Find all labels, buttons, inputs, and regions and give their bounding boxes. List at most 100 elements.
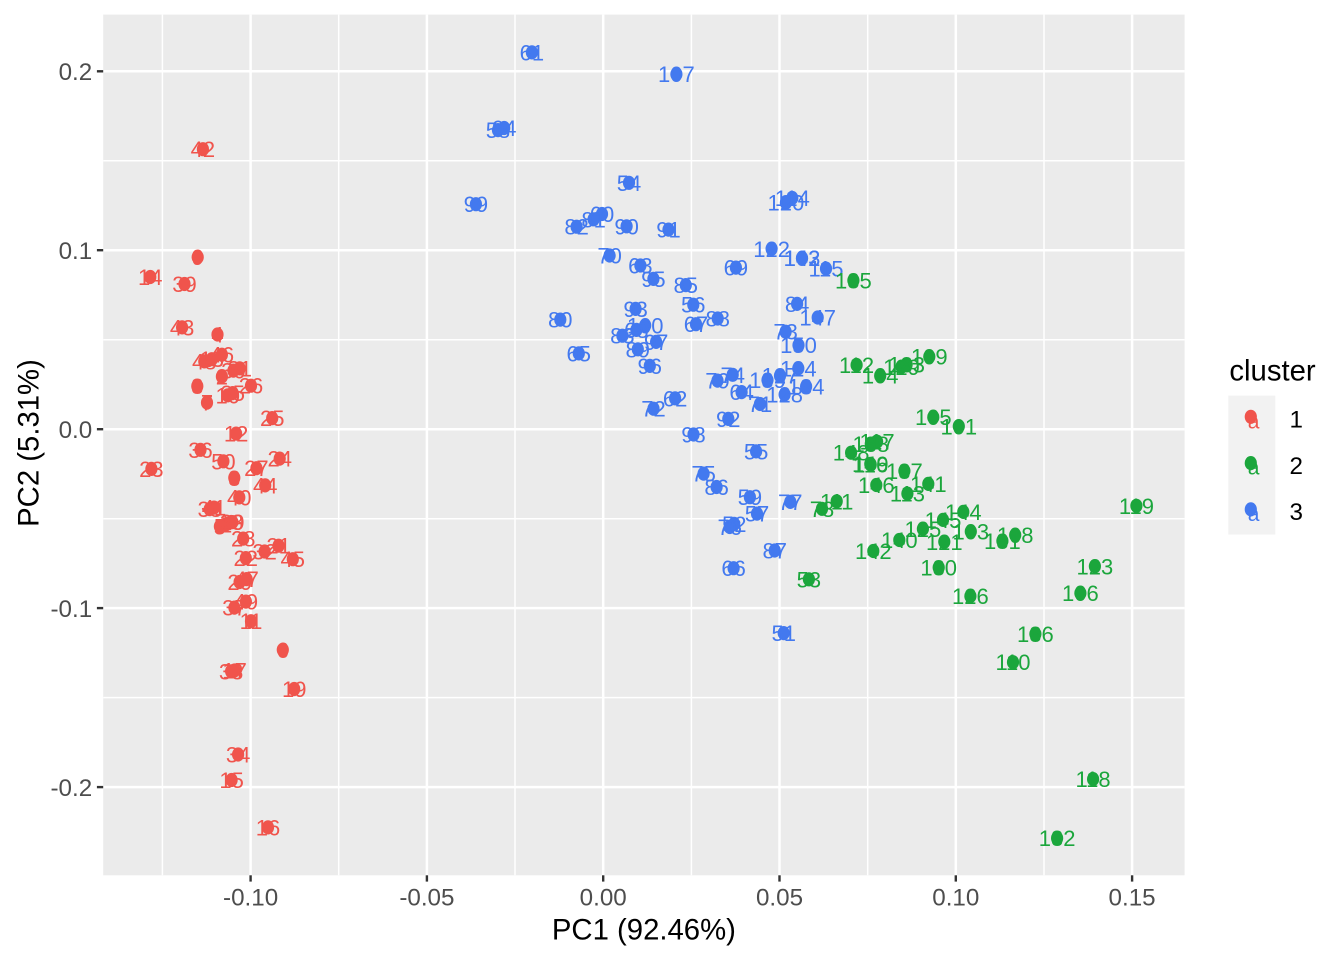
svg-text:91: 91 <box>656 218 680 243</box>
svg-text:57: 57 <box>745 502 769 527</box>
svg-text:113: 113 <box>890 482 925 507</box>
svg-text:8: 8 <box>228 466 240 491</box>
svg-text:68: 68 <box>624 318 648 343</box>
svg-text:66: 66 <box>721 556 745 581</box>
svg-text:47: 47 <box>234 567 258 592</box>
svg-text:73: 73 <box>773 320 797 345</box>
svg-text:103: 103 <box>952 520 989 545</box>
svg-text:124: 124 <box>780 356 817 381</box>
svg-text:10: 10 <box>215 383 239 408</box>
svg-text:22: 22 <box>234 546 258 571</box>
svg-text:64: 64 <box>729 380 753 405</box>
svg-text:84: 84 <box>785 292 809 317</box>
svg-text:71: 71 <box>748 392 772 417</box>
svg-text:51: 51 <box>771 621 795 646</box>
svg-text:59: 59 <box>738 485 762 510</box>
svg-text:21: 21 <box>266 534 290 559</box>
svg-text:145: 145 <box>925 508 962 533</box>
svg-text:67: 67 <box>684 312 708 337</box>
svg-text:118: 118 <box>1076 767 1111 792</box>
svg-text:0.05: 0.05 <box>756 884 803 911</box>
svg-text:49: 49 <box>234 590 258 615</box>
svg-text:3: 3 <box>1290 499 1303 526</box>
svg-text:116: 116 <box>853 453 888 478</box>
svg-text:72: 72 <box>641 397 665 422</box>
svg-text:42: 42 <box>191 137 215 162</box>
svg-text:25: 25 <box>260 406 284 431</box>
svg-text:19: 19 <box>282 677 306 702</box>
svg-text:136: 136 <box>1017 622 1054 647</box>
svg-text:12: 12 <box>224 422 248 447</box>
svg-text:133: 133 <box>888 353 925 378</box>
svg-text:69: 69 <box>724 256 748 281</box>
svg-text:13: 13 <box>200 347 224 372</box>
svg-text:2: 2 <box>1290 453 1303 480</box>
svg-text:76: 76 <box>717 515 741 540</box>
svg-text:41: 41 <box>202 496 226 521</box>
svg-text:20: 20 <box>227 570 251 595</box>
svg-text:146: 146 <box>858 473 895 498</box>
svg-text:94: 94 <box>492 116 516 141</box>
svg-text:1: 1 <box>1290 407 1303 434</box>
svg-text:121: 121 <box>926 530 963 555</box>
svg-text:23: 23 <box>139 457 163 482</box>
svg-text:29: 29 <box>220 510 244 535</box>
svg-text:131: 131 <box>984 529 1021 554</box>
svg-text:88: 88 <box>705 307 729 332</box>
svg-text:85: 85 <box>674 273 698 298</box>
svg-text:0.0: 0.0 <box>59 417 93 444</box>
svg-text:98: 98 <box>681 423 705 448</box>
svg-text:33: 33 <box>219 659 243 684</box>
svg-text:137: 137 <box>886 459 923 484</box>
svg-text:74: 74 <box>720 363 744 388</box>
svg-text:61: 61 <box>520 40 544 65</box>
svg-text:-0.10: -0.10 <box>223 884 278 911</box>
svg-text:150: 150 <box>780 333 817 358</box>
svg-text:120: 120 <box>768 191 805 216</box>
svg-text:140: 140 <box>881 528 918 553</box>
svg-text:-0.1: -0.1 <box>51 596 93 623</box>
svg-text:144: 144 <box>945 500 982 525</box>
svg-text:132: 132 <box>1039 826 1076 851</box>
svg-text:14: 14 <box>138 265 162 290</box>
svg-text:93: 93 <box>623 297 647 322</box>
svg-text:16: 16 <box>256 815 280 840</box>
svg-text:1: 1 <box>220 512 232 537</box>
svg-text:37: 37 <box>222 596 246 621</box>
svg-text:102: 102 <box>784 246 821 271</box>
svg-text:6: 6 <box>277 638 289 663</box>
svg-text:62: 62 <box>663 386 687 411</box>
svg-text:50: 50 <box>211 449 235 474</box>
svg-text:15: 15 <box>219 768 243 793</box>
svg-text:PC2 (5.31%): PC2 (5.31%) <box>13 359 46 527</box>
svg-text:127: 127 <box>762 364 799 389</box>
svg-text:97: 97 <box>644 330 668 355</box>
svg-text:117: 117 <box>860 430 895 455</box>
svg-text:40: 40 <box>227 485 251 510</box>
svg-text:0.15: 0.15 <box>1109 884 1156 911</box>
svg-text:89: 89 <box>626 337 650 362</box>
svg-text:130: 130 <box>920 556 957 581</box>
svg-text:147: 147 <box>799 306 836 331</box>
svg-text:109: 109 <box>911 345 948 370</box>
svg-text:107: 107 <box>658 62 695 87</box>
svg-text:99: 99 <box>464 192 488 217</box>
svg-text:148: 148 <box>833 441 870 466</box>
svg-text:101: 101 <box>940 414 977 439</box>
svg-text:106: 106 <box>1062 581 1099 606</box>
svg-text:56: 56 <box>681 293 705 318</box>
svg-text:39: 39 <box>172 272 196 297</box>
svg-text:138: 138 <box>852 432 889 457</box>
svg-text:55: 55 <box>744 439 768 464</box>
svg-text:92: 92 <box>716 407 740 432</box>
svg-text:87: 87 <box>762 539 786 564</box>
svg-text:63: 63 <box>628 254 652 279</box>
svg-text:108: 108 <box>997 523 1034 548</box>
svg-text:86: 86 <box>704 475 728 500</box>
svg-text:32: 32 <box>252 540 276 565</box>
svg-text:60: 60 <box>590 202 614 227</box>
svg-text:18: 18 <box>219 510 243 535</box>
svg-text:3: 3 <box>191 374 203 399</box>
svg-text:90: 90 <box>614 214 638 239</box>
svg-text:4: 4 <box>211 323 223 348</box>
